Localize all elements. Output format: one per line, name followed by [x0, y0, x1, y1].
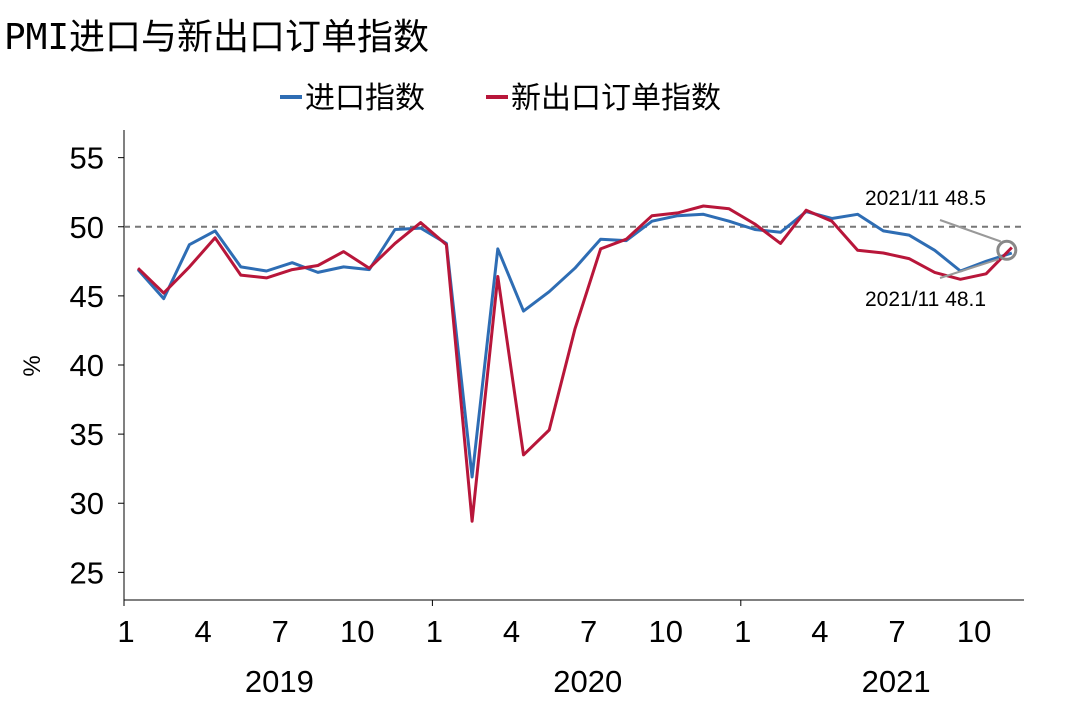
series-line-new-export-orders — [136, 204, 1013, 523]
axes: 25 30 35 40 45 50 55% 1 4 7 10 1 4 7 10 1 4 7 10 2019 2020 20… — [19, 130, 1024, 699]
annotation-leader-line — [939, 258, 1000, 279]
x-tick-label: 7 — [272, 614, 289, 649]
year-label: 2020 — [553, 664, 622, 699]
x-tick-label: 1 — [734, 614, 751, 649]
x-tick-label: 10 — [957, 614, 991, 649]
x-tick-label: 10 — [340, 614, 374, 649]
x-tick-label: 7 — [580, 614, 597, 649]
x-tick-label: 4 — [194, 614, 211, 649]
x-tick-label: 10 — [648, 614, 682, 649]
legend: 进口指数 新出口订单指数 — [280, 81, 721, 116]
y-tick-label: 45 — [70, 279, 104, 314]
x-tick-label: 1 — [117, 614, 134, 649]
x-tick-label: 4 — [811, 614, 828, 649]
annotation-leader-line — [939, 219, 1002, 243]
annotation-new-export: 2021/11 48.5 — [865, 187, 986, 210]
y-tick-label: 30 — [70, 486, 104, 521]
y-axis-label: % — [19, 355, 46, 376]
year-label: 2021 — [862, 664, 931, 699]
series-lines — [136, 204, 1013, 523]
year-label: 2019 — [245, 664, 314, 699]
end-marker-circle — [996, 239, 1018, 261]
annotations: 2021/11 48.5 2021/11 48.1 — [865, 187, 1018, 311]
y-tick-label: 40 — [70, 348, 104, 383]
x-tick-label: 1 — [426, 614, 443, 649]
x-tick-label: 7 — [888, 614, 905, 649]
y-tick-label: 25 — [70, 555, 104, 590]
y-tick-label: 35 — [70, 417, 104, 452]
y-tick-label: 50 — [70, 210, 104, 245]
chart-title: PMI进口与新出口订单指数 — [4, 17, 430, 58]
legend-label: 进口指数 — [305, 81, 425, 116]
y-tick-label: 55 — [70, 141, 104, 176]
x-tick-label: 4 — [503, 614, 520, 649]
annotation-import: 2021/11 48.1 — [865, 288, 986, 311]
series-line-import — [136, 210, 1013, 479]
legend-label: 新出口订单指数 — [511, 81, 721, 116]
